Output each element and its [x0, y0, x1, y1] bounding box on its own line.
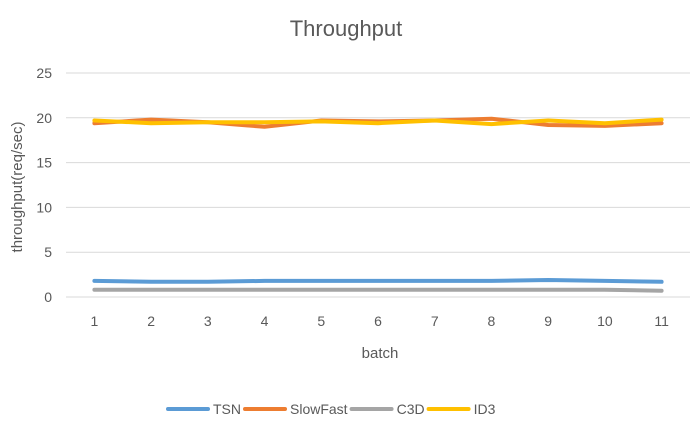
y-tick-label: 0: [44, 289, 52, 305]
x-tick-label: 10: [597, 313, 613, 329]
x-tick-label: 2: [147, 313, 155, 329]
legend-label: SlowFast: [290, 401, 348, 417]
x-tick-label: 5: [317, 313, 325, 329]
legend-item-tsn: TSN: [166, 401, 241, 417]
x-tick-label: 7: [431, 313, 439, 329]
y-axis-label: throughput(req/sec): [9, 122, 26, 253]
x-tick-label: 9: [544, 313, 552, 329]
x-tick-label: 3: [204, 313, 212, 329]
legend-item-slowfast: SlowFast: [243, 401, 348, 417]
x-tick-label: 6: [374, 313, 382, 329]
y-tick-label: 5: [44, 244, 52, 260]
x-tick-label: 1: [90, 313, 98, 329]
legend-label: TSN: [213, 401, 241, 417]
y-tick-label: 20: [36, 110, 52, 126]
series-line-c3d: [92, 287, 664, 293]
x-tick-label: 11: [654, 313, 669, 329]
series-line-id3: [92, 117, 664, 127]
legend-label: ID3: [474, 401, 496, 417]
series-lines: [92, 116, 664, 293]
legend-label: C3D: [397, 401, 425, 417]
x-axis-ticks: 1 2 3 4 5 6 7 8 9 10 11: [90, 313, 669, 329]
x-axis-label: batch: [362, 345, 399, 362]
chart-title: Throughput: [290, 16, 403, 41]
legend: TSN SlowFast C3D ID3: [166, 401, 496, 417]
y-axis-ticks: 0 5 10 15 20 25: [36, 65, 52, 305]
y-tick-label: 25: [36, 65, 52, 81]
y-tick-label: 15: [36, 155, 52, 171]
y-tick-label: 10: [36, 199, 52, 215]
legend-item-id3: ID3: [426, 401, 496, 417]
series-line-tsn: [92, 278, 664, 284]
x-tick-label: 8: [488, 313, 496, 329]
x-tick-label: 4: [261, 313, 269, 329]
legend-item-c3d: C3D: [349, 401, 425, 417]
gridlines: [66, 72, 690, 298]
